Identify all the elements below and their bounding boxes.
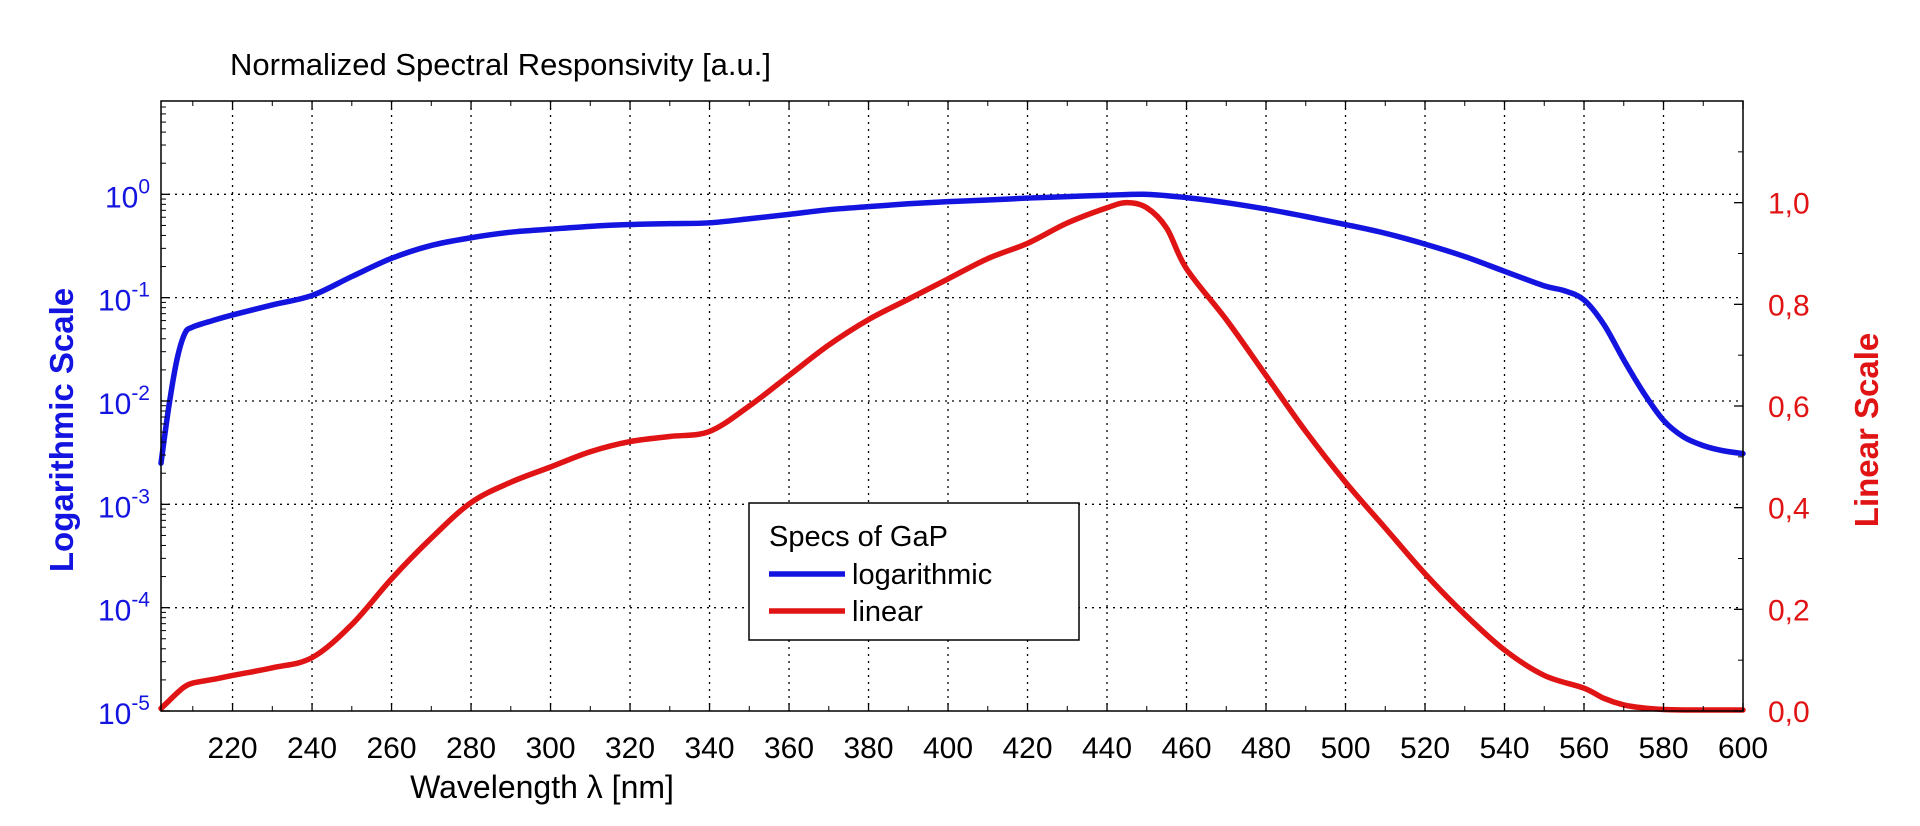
x-tick-label: 440 <box>1082 732 1132 765</box>
y-left-tick-base: 10 <box>98 491 131 524</box>
y-right-tick-label: 0,0 <box>1768 696 1810 729</box>
y-left-tick-exponent: -4 <box>131 589 150 612</box>
y-axis-label-right: Linear Scale <box>1848 333 1885 527</box>
x-tick-label: 340 <box>685 732 735 765</box>
x-tick-label: 280 <box>446 732 496 765</box>
y-left-tick-base: 10 <box>105 181 138 214</box>
legend-entry-linear: linear <box>852 596 923 628</box>
y-right-tick-label: 0,6 <box>1768 391 1810 424</box>
chart-title: Normalized Spectral Responsivity [a.u.] <box>230 47 771 82</box>
x-tick-label: 600 <box>1718 732 1768 765</box>
y-right-tick-label: 1,0 <box>1768 188 1810 221</box>
y-left-tick-exponent: -1 <box>131 279 150 302</box>
x-tick-label: 220 <box>208 732 258 765</box>
y-left-tick-label: 100 <box>105 175 150 214</box>
y-left-tick-base: 10 <box>98 698 131 731</box>
y-left-tick-label: 10-3 <box>98 485 150 524</box>
y-left-tick-exponent: -2 <box>131 382 150 405</box>
x-tick-label: 380 <box>843 732 893 765</box>
x-tick-label: 580 <box>1638 732 1688 765</box>
x-tick-labels: 220 240 260 280 300 320 340 360 380 400 420 440 460 4… <box>208 732 1769 765</box>
x-tick-label: 500 <box>1320 732 1370 765</box>
y-left-tick-base: 10 <box>98 285 131 318</box>
y-axis-label-left: Logarithmic Scale <box>43 288 80 572</box>
legend-title: Specs of GaP <box>769 521 948 553</box>
x-tick-label: 560 <box>1559 732 1609 765</box>
x-tick-label: 300 <box>526 732 576 765</box>
y-right-tick-label: 0,2 <box>1768 594 1810 627</box>
series-line-linear <box>158 199 1746 713</box>
x-tick-label: 540 <box>1479 732 1529 765</box>
legend-entry-logarithmic: logarithmic <box>852 559 992 591</box>
y-left-tick-label: 10-1 <box>98 279 150 318</box>
x-tick-label: 480 <box>1241 732 1291 765</box>
y-right-tick-label: 0,8 <box>1768 289 1810 322</box>
x-tick-label: 400 <box>923 732 973 765</box>
x-tick-label: 360 <box>764 732 814 765</box>
y-left-tick-exponent: -5 <box>131 692 150 715</box>
x-tick-label: 520 <box>1400 732 1450 765</box>
x-tick-label: 260 <box>367 732 417 765</box>
y-left-tick-exponent: -3 <box>131 485 150 508</box>
series-line-logarithmic <box>158 191 1746 466</box>
y-left-tick-label: 10-2 <box>98 382 150 421</box>
y-left-tick-base: 10 <box>98 388 131 421</box>
y-left-tick-base: 10 <box>98 595 131 628</box>
legend: Specs of GaP logarithmic linear <box>748 502 1080 641</box>
y-right-tick-label: 0,4 <box>1768 493 1810 526</box>
x-tick-label: 240 <box>287 732 337 765</box>
series-group <box>158 191 1746 713</box>
y-left-tick-label: 10-5 <box>98 692 150 731</box>
x-tick-label: 320 <box>605 732 655 765</box>
y-left-tick-exponent: 0 <box>138 175 150 198</box>
y-right-tick-labels: 1,0 0,8 0,6 0,4 0,2 0,0 <box>1768 188 1810 729</box>
y-left-tick-label: 10-4 <box>98 589 150 628</box>
x-axis-label: Wavelength λ [nm] <box>410 769 674 805</box>
tick-marks <box>161 101 1744 712</box>
x-tick-label: 420 <box>1002 732 1052 765</box>
x-tick-label: 460 <box>1161 732 1211 765</box>
